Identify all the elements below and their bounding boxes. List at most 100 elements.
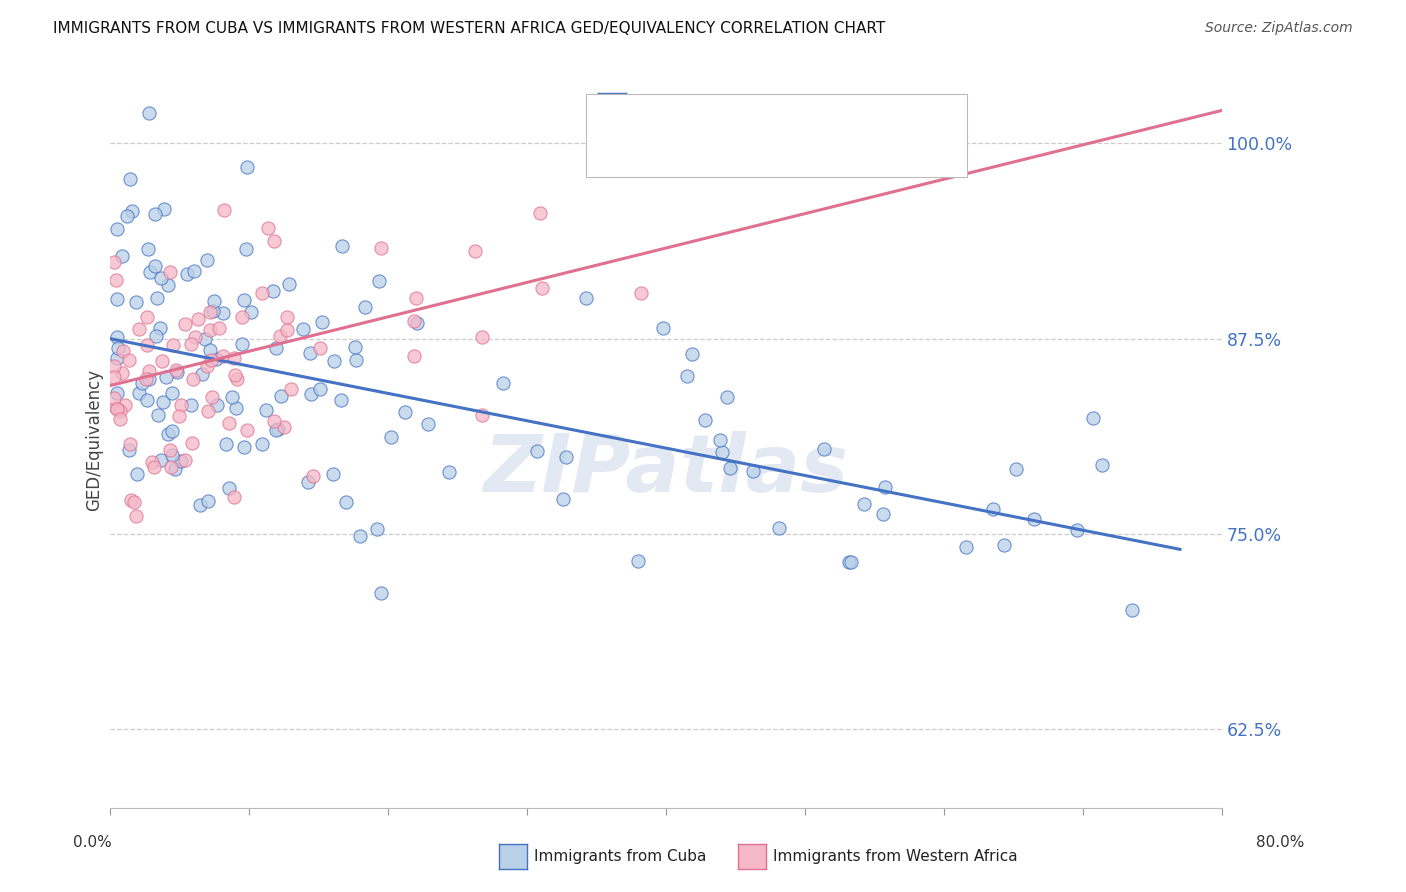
Point (257, 220, 280, 235)
Point (264, 424, 287, 438)
Point (118, 353, 141, 368)
Point (127, 467, 149, 481)
Point (1091, 458, 1114, 472)
Point (138, 372, 160, 386)
Point (367, 274, 389, 288)
Point (111, 249, 134, 263)
Point (159, 442, 181, 457)
Text: R =: R = (633, 96, 671, 114)
Text: Immigrants from Cuba: Immigrants from Cuba (534, 849, 707, 863)
Point (152, 394, 174, 409)
Point (330, 239, 353, 253)
Point (167, 409, 190, 423)
Point (1005, 462, 1028, 476)
Point (276, 310, 298, 324)
Y-axis label: GED/Equivalency: GED/Equivalency (86, 369, 103, 511)
Point (405, 291, 427, 305)
Point (160, 425, 183, 439)
Point (813, 442, 835, 456)
Point (269, 329, 291, 343)
Point (103, 254, 125, 268)
Point (311, 316, 333, 330)
Point (152, 354, 174, 368)
Text: -0.378: -0.378 (620, 96, 682, 114)
Point (157, 278, 180, 293)
Point (149, 321, 172, 335)
Point (693, 413, 716, 427)
Point (163, 462, 186, 476)
Point (277, 277, 299, 291)
Point (1081, 410, 1104, 425)
Point (105, 222, 128, 236)
Point (346, 353, 368, 368)
Point (267, 422, 290, 436)
Point (195, 359, 218, 373)
Point (404, 314, 426, 328)
Point (233, 293, 256, 307)
Text: N =: N = (686, 96, 735, 114)
Point (125, 294, 148, 309)
Text: R =: R = (633, 128, 671, 145)
Point (105, 351, 128, 366)
Point (105, 402, 128, 417)
Point (105, 292, 128, 306)
Point (555, 450, 578, 464)
Point (709, 433, 731, 447)
Point (108, 411, 131, 425)
Point (335, 495, 357, 509)
Point (1121, 603, 1143, 617)
Point (439, 465, 461, 479)
Point (160, 386, 183, 401)
Point (207, 399, 229, 413)
Point (299, 345, 322, 359)
Point (202, 294, 225, 309)
Point (370, 586, 392, 600)
Text: Immigrants from Western Africa: Immigrants from Western Africa (773, 849, 1018, 863)
Point (226, 372, 249, 386)
Point (236, 160, 259, 174)
Point (187, 311, 209, 326)
Point (111, 366, 134, 380)
Point (297, 475, 319, 489)
Point (141, 455, 163, 469)
Point (233, 440, 256, 454)
Point (651, 321, 673, 335)
Point (218, 481, 240, 495)
Point (224, 368, 246, 383)
Point (852, 497, 875, 511)
Point (145, 291, 167, 305)
Text: IMMIGRANTS FROM CUBA VS IMMIGRANTS FROM WESTERN AFRICA GED/EQUIVALENCY CORRELATI: IMMIGRANTS FROM CUBA VS IMMIGRANTS FROM … (53, 21, 886, 36)
Point (221, 390, 243, 404)
Point (309, 342, 332, 356)
Point (191, 367, 214, 381)
Point (768, 521, 790, 535)
Point (125, 508, 148, 523)
Point (180, 436, 202, 450)
Point (955, 541, 977, 555)
Point (250, 436, 273, 450)
Point (212, 306, 235, 320)
Point (110, 404, 132, 418)
Point (1022, 512, 1045, 526)
Point (301, 468, 323, 483)
Point (575, 291, 598, 305)
Point (150, 271, 173, 285)
Point (1066, 523, 1088, 537)
Text: 0.0%: 0.0% (73, 836, 112, 850)
Point (155, 370, 177, 384)
Point (214, 203, 236, 218)
Point (299, 386, 322, 401)
Point (718, 461, 741, 475)
Point (148, 408, 170, 422)
Point (344, 340, 367, 354)
Point (183, 330, 205, 344)
Point (323, 353, 346, 368)
Point (103, 370, 125, 384)
Point (112, 343, 135, 358)
Point (181, 372, 204, 386)
Point (292, 322, 315, 336)
Point (143, 459, 166, 474)
Point (322, 467, 344, 481)
Point (838, 555, 860, 569)
Point (254, 402, 277, 417)
